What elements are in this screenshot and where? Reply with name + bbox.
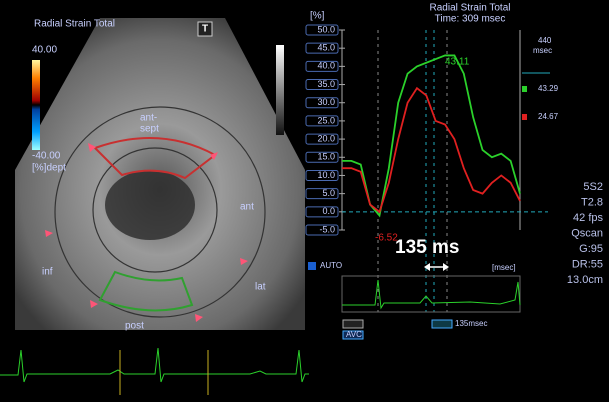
t-button[interactable]	[197, 21, 213, 37]
gray-bar	[276, 45, 284, 135]
ecg-box	[341, 275, 521, 313]
segment-green	[98, 270, 194, 312]
segment-label: inf	[42, 267, 53, 278]
y-tick-box	[305, 97, 339, 109]
y-tick-box	[305, 224, 339, 236]
segment-label: ant-	[140, 113, 157, 124]
ecg-trace	[0, 347, 309, 383]
y-tick-box	[305, 206, 339, 218]
readout-time: 440	[538, 36, 552, 45]
auto-label[interactable]: AUTO	[320, 261, 342, 270]
y-unit: [%]	[310, 11, 325, 22]
chart-title: Radial Strain Total	[430, 3, 511, 14]
readout-value: 43.29	[538, 84, 559, 93]
y-tick-label: 15.0	[317, 152, 335, 162]
strain-line	[342, 54, 521, 218]
y-tick-label: 0.0	[322, 206, 335, 216]
setting-label: DR:55	[572, 258, 603, 270]
y-tick-label: 25.0	[317, 115, 335, 125]
y-tick-box	[305, 133, 339, 145]
y-tick-label: 35.0	[317, 79, 335, 89]
y-tick-box	[305, 42, 339, 54]
segment-label: post	[125, 321, 144, 332]
segment-label: sept	[140, 124, 159, 135]
strain-line	[342, 86, 521, 214]
time-lines	[377, 30, 448, 312]
inner-contour	[92, 147, 218, 273]
y-tick-label: 20.0	[317, 133, 335, 143]
y-tick-label: 45.0	[317, 43, 335, 53]
interval-label: 135msec	[455, 319, 487, 328]
interval-button[interactable]	[431, 319, 453, 329]
measure-label: 135 ms	[395, 237, 459, 258]
setting-label: Qscan	[571, 227, 603, 239]
y-tick-label: 30.0	[317, 97, 335, 107]
arrow-head	[424, 263, 430, 271]
chart-subtitle: Time: 309 msec	[435, 14, 506, 25]
y-tick-label: 50.0	[317, 24, 335, 34]
y-tick-label: 10.0	[317, 170, 335, 180]
y-tick-box	[305, 60, 339, 72]
setting-label: G:95	[579, 243, 603, 255]
left-title: Radial Strain Total	[34, 19, 115, 30]
y-tick-box	[305, 79, 339, 91]
segment-label: lat	[255, 282, 266, 293]
scale-unit: [%]dept	[32, 163, 66, 174]
avc-button[interactable]	[342, 330, 364, 340]
y-tick-box	[305, 115, 339, 127]
avc-label[interactable]: AVC	[346, 330, 362, 339]
setting-label: 5S2	[583, 181, 603, 193]
arrow-head	[443, 263, 449, 271]
y-tick-box	[305, 24, 339, 36]
color-bar	[32, 60, 40, 150]
x-unit: [msec]	[492, 263, 516, 272]
setting-label: T2.8	[581, 196, 603, 208]
y-tick-box	[305, 188, 339, 200]
readout-value: 24.67	[538, 112, 559, 121]
scale-max: 40.00	[32, 45, 57, 56]
ecg-mini	[342, 279, 521, 310]
readout-time-unit: msec	[533, 46, 552, 55]
setting-label: 42 fps	[573, 212, 603, 224]
cavity	[105, 170, 195, 240]
readout-swatch	[522, 114, 527, 120]
auto-checkbox[interactable]	[308, 262, 316, 270]
nav-button[interactable]	[342, 319, 364, 329]
setting-label: 13.0cm	[567, 274, 603, 286]
markers	[45, 143, 248, 322]
scale-min: -40.00	[32, 151, 61, 162]
t-button-label[interactable]: T	[202, 24, 208, 35]
min-annotation: -6.52	[375, 233, 398, 244]
y-tick-label: 40.0	[317, 61, 335, 71]
y-tick-label: 5.0	[322, 188, 335, 198]
y-tick-box	[305, 169, 339, 181]
y-tick-box	[305, 151, 339, 163]
outer-contour	[54, 106, 266, 318]
y-tick-label: -5.0	[319, 224, 335, 234]
readout-swatch	[522, 86, 527, 92]
segment-label: ant	[240, 202, 254, 213]
